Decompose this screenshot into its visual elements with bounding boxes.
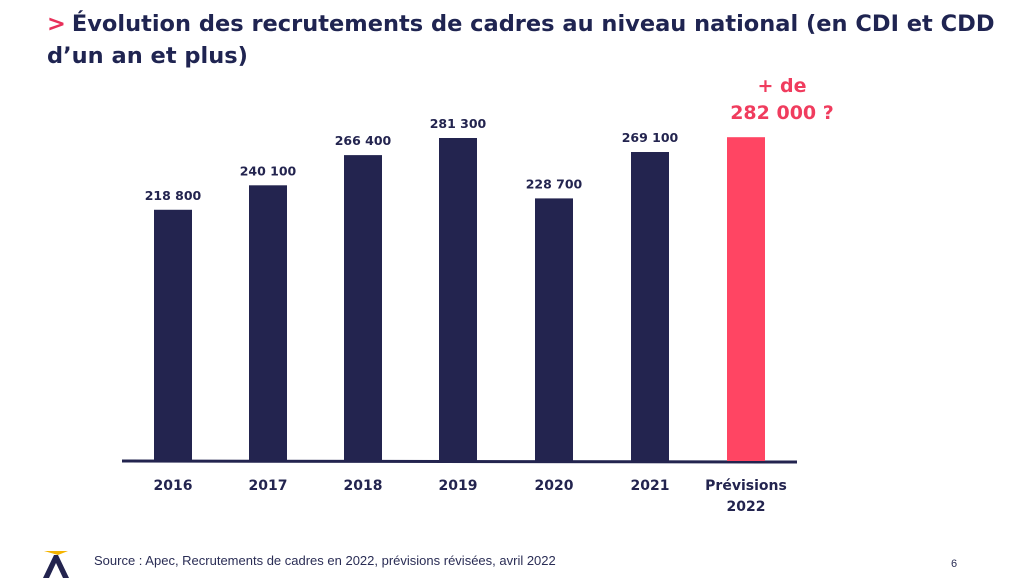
title-marker: >: [47, 11, 66, 37]
bar: [631, 152, 669, 461]
forecast-annotation: + de 282 000 ?: [730, 75, 834, 124]
bar: [154, 209, 192, 461]
x-axis-line: [121, 459, 798, 464]
data-label: 266 400: [335, 133, 392, 148]
bar: [535, 198, 573, 461]
slide-title: > Évolution des recrutements de cadres au…: [47, 8, 1002, 72]
page-number: 6: [951, 558, 958, 570]
data-label: 228 700: [526, 176, 583, 191]
data-label: 218 800: [145, 188, 202, 203]
x-tick-label: 2020: [535, 478, 574, 494]
x-tick-label: 2018: [344, 478, 383, 494]
x-tick-label: 2021: [631, 478, 670, 494]
data-label: 240 100: [240, 163, 297, 178]
title-text: Évolution des recrutements de cadres au …: [47, 11, 995, 69]
x-tick-label: 2019: [439, 478, 478, 494]
apec-logo-icon: [43, 551, 69, 578]
bar: [344, 155, 382, 462]
x-tick-label: 2016: [154, 478, 193, 494]
x-tick-label: Prévisions 2022: [705, 478, 787, 515]
bar: [439, 138, 477, 461]
forecast-bar: [727, 137, 765, 461]
source-note: Source : Apec, Recrutements de cadres en…: [94, 553, 556, 568]
data-label: 281 300: [430, 116, 487, 131]
x-tick-label: 2017: [249, 478, 288, 494]
bar: [249, 185, 287, 461]
data-label: 269 100: [622, 130, 679, 145]
